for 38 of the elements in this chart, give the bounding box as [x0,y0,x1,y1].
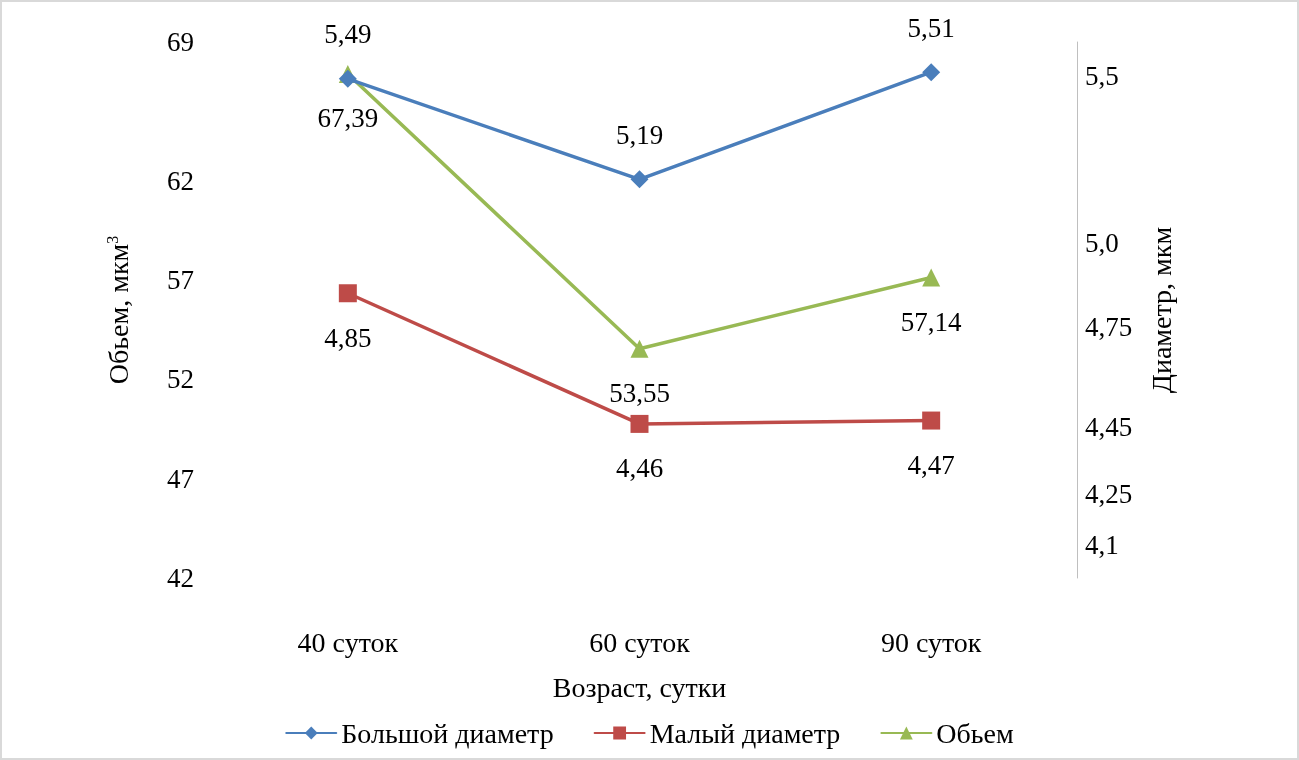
legend-label: Малый диаметр [649,717,841,749]
y2-tick-label: 5,0 [1085,228,1119,258]
data-label: 5,49 [324,19,372,50]
y2-axis-title: Диаметр, мкм [1145,226,1177,394]
y2-tick-label: 4,25 [1085,479,1133,510]
y2-tick-label: 5,5 [1085,60,1119,91]
y-tick-label: 47 [167,463,194,494]
data-label: 4,46 [615,453,664,484]
y-tick-label: 52 [167,364,194,395]
point [338,284,357,303]
point [922,268,941,287]
y2-tick-label: 4,1 [1085,529,1119,560]
y-tick-label: 62 [167,165,194,196]
x-tick-label: 40 суток [297,626,399,658]
point [630,170,649,189]
y2-tick-label: 4,75 [1085,311,1133,342]
y2-tick-label: 4,45 [1085,412,1133,443]
legend-label: Большой диаметр [341,717,554,749]
point [630,339,649,358]
point [338,69,357,88]
data-label: 5,19 [615,119,664,150]
y-axis-title: Обьем, мкм3 [102,235,134,385]
data-label: 4,85 [324,322,372,353]
y-tick-label: 57 [167,265,194,296]
x-axis-title: Возраст, сутки [552,671,727,703]
point [630,414,649,433]
data-label: 57,14 [900,306,963,337]
legend-label: Обьем [936,717,1015,749]
x-tick-label: 60 суток [589,626,691,658]
point [922,411,941,430]
data-label: 5,51 [907,12,955,43]
y-tick-label: 69 [167,27,194,57]
x-tick-label: 90 суток [880,626,982,658]
data-label: 67,39 [317,103,379,134]
point [922,63,941,82]
data-label: 53,55 [609,378,670,409]
data-label: 4,47 [907,450,955,481]
y-tick-label: 42 [167,563,194,593]
